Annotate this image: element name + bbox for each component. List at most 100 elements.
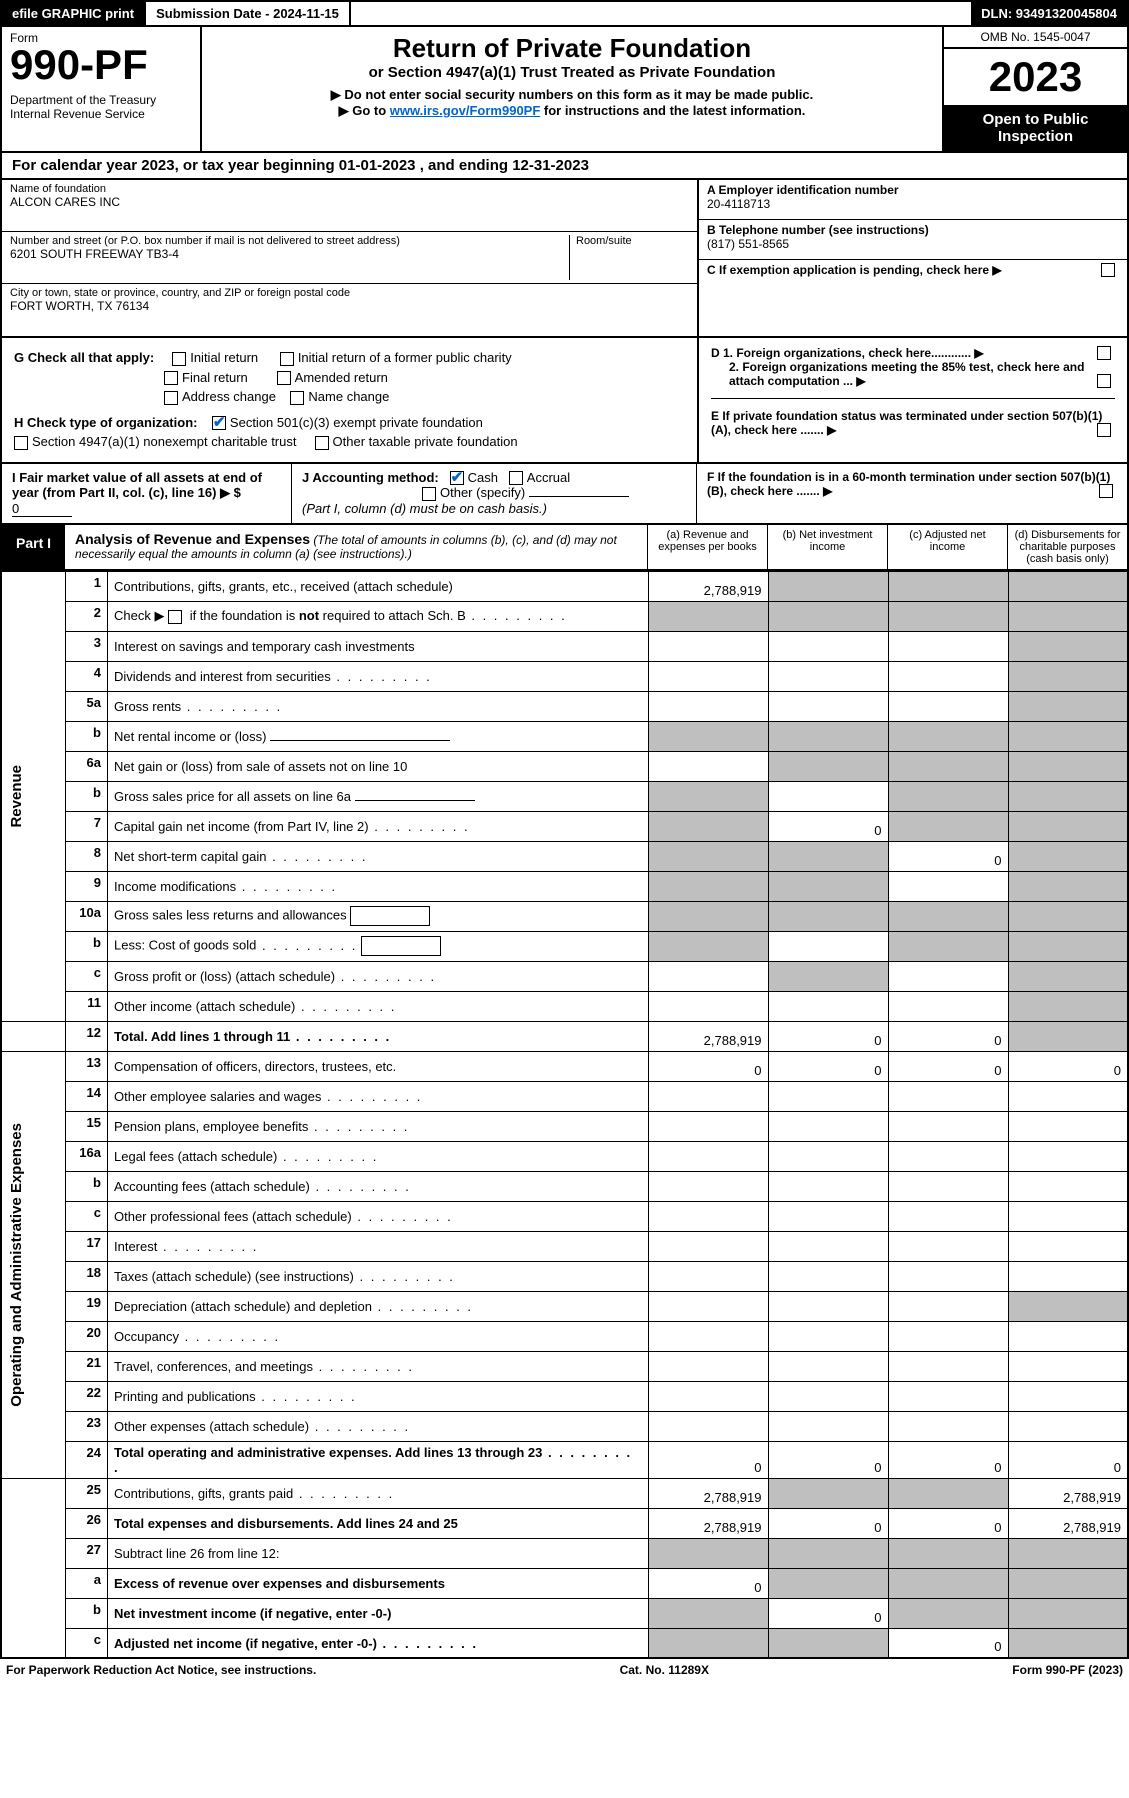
row-14: 14Other employee salaries and wages bbox=[1, 1081, 1128, 1111]
header-left: Form 990-PF Department of the Treasury I… bbox=[2, 27, 202, 151]
form-header: Form 990-PF Department of the Treasury I… bbox=[0, 27, 1129, 153]
cb-initial[interactable] bbox=[172, 352, 186, 366]
row-16b: bAccounting fees (attach schedule) bbox=[1, 1171, 1128, 1201]
row-7: 7Capital gain net income (from Part IV, … bbox=[1, 811, 1128, 841]
cb-sch-b[interactable] bbox=[168, 610, 182, 624]
cb-e[interactable] bbox=[1097, 423, 1111, 437]
irs-link[interactable]: www.irs.gov/Form990PF bbox=[390, 103, 541, 118]
irs: Internal Revenue Service bbox=[10, 107, 192, 121]
pending-checkbox[interactable] bbox=[1101, 263, 1115, 277]
row-4: 4Dividends and interest from securities bbox=[1, 661, 1128, 691]
checks-left: G Check all that apply: Initial return I… bbox=[2, 338, 697, 462]
submission-date: Submission Date - 2024-11-15 bbox=[146, 2, 351, 25]
row-26: 26Total expenses and disbursements. Add … bbox=[1, 1508, 1128, 1538]
ein-cell: A Employer identification number 20-4118… bbox=[699, 180, 1127, 220]
topbar-spacer bbox=[351, 2, 971, 25]
foundation-name: ALCON CARES INC bbox=[10, 195, 689, 209]
row-23: 23Other expenses (attach schedule) bbox=[1, 1411, 1128, 1441]
info-right: A Employer identification number 20-4118… bbox=[697, 180, 1127, 336]
info-block: Name of foundation ALCON CARES INC Numbe… bbox=[0, 180, 1129, 338]
page-footer: For Paperwork Reduction Act Notice, see … bbox=[0, 1659, 1129, 1681]
cb-501c3[interactable] bbox=[212, 416, 226, 430]
footer-mid: Cat. No. 11289X bbox=[620, 1663, 709, 1677]
part1-label: Part I bbox=[2, 525, 65, 569]
tax-year: 2023 bbox=[944, 49, 1127, 105]
form-title: Return of Private Foundation bbox=[212, 33, 932, 64]
form-number: 990-PF bbox=[10, 41, 192, 89]
part1-desc: Analysis of Revenue and Expenses (The to… bbox=[65, 525, 647, 569]
row-11: 11Other income (attach schedule) bbox=[1, 991, 1128, 1021]
row-16a: 16aLegal fees (attach schedule) bbox=[1, 1141, 1128, 1171]
cb-name-change[interactable] bbox=[290, 391, 304, 405]
omb-number: OMB No. 1545-0047 bbox=[944, 27, 1127, 49]
part1-table: Revenue 1Contributions, gifts, grants, e… bbox=[0, 571, 1129, 1660]
row-6b: bGross sales price for all assets on lin… bbox=[1, 781, 1128, 811]
e-section: E If private foundation status was termi… bbox=[711, 409, 1115, 437]
form-subtitle: or Section 4947(a)(1) Trust Treated as P… bbox=[212, 64, 932, 81]
cb-d1[interactable] bbox=[1097, 346, 1111, 360]
efile-badge: efile GRAPHIC print bbox=[2, 2, 146, 25]
city-cell: City or town, state or province, country… bbox=[2, 284, 697, 336]
row-1: Revenue 1Contributions, gifts, grants, e… bbox=[1, 571, 1128, 601]
h-row: H Check type of organization: Section 50… bbox=[14, 415, 685, 431]
row-18: 18Taxes (attach schedule) (see instructi… bbox=[1, 1261, 1128, 1291]
row-10b: bLess: Cost of goods sold bbox=[1, 931, 1128, 961]
telephone-cell: B Telephone number (see instructions) (8… bbox=[699, 220, 1127, 260]
dln: DLN: 93491320045804 bbox=[971, 2, 1127, 25]
cb-f[interactable] bbox=[1099, 484, 1113, 498]
cb-final[interactable] bbox=[164, 371, 178, 385]
city-state-zip: FORT WORTH, TX 76134 bbox=[10, 299, 689, 313]
row-10c: cGross profit or (loss) (attach schedule… bbox=[1, 961, 1128, 991]
row-16c: cOther professional fees (attach schedul… bbox=[1, 1201, 1128, 1231]
row-8: 8Net short-term capital gain 0 bbox=[1, 841, 1128, 871]
row-24: 24Total operating and administrative exp… bbox=[1, 1441, 1128, 1478]
row-27a: aExcess of revenue over expenses and dis… bbox=[1, 1568, 1128, 1598]
foundation-name-cell: Name of foundation ALCON CARES INC bbox=[2, 180, 697, 232]
row-3: 3Interest on savings and temporary cash … bbox=[1, 631, 1128, 661]
row-17: 17Interest bbox=[1, 1231, 1128, 1261]
row-25: 25Contributions, gifts, grants paid 2,78… bbox=[1, 1478, 1128, 1508]
row-27b: bNet investment income (if negative, ent… bbox=[1, 1598, 1128, 1628]
dept: Department of the Treasury bbox=[10, 93, 192, 107]
g-row: G Check all that apply: Initial return I… bbox=[14, 350, 685, 366]
row-15: 15Pension plans, employee benefits bbox=[1, 1111, 1128, 1141]
row-12: 12Total. Add lines 1 through 11 2,788,91… bbox=[1, 1021, 1128, 1051]
row-6a: 6aNet gain or (loss) from sale of assets… bbox=[1, 751, 1128, 781]
row-20: 20Occupancy bbox=[1, 1321, 1128, 1351]
row-5a: 5aGross rents bbox=[1, 691, 1128, 721]
instr-1: ▶ Do not enter social security numbers o… bbox=[212, 87, 932, 103]
cb-other-tax[interactable] bbox=[315, 436, 329, 450]
checks-right: D 1. Foreign organizations, check here..… bbox=[697, 338, 1127, 462]
cb-cash[interactable] bbox=[450, 471, 464, 485]
row-2: 2Check ▶ if the foundation is not requir… bbox=[1, 601, 1128, 631]
instr-2: ▶ Go to www.irs.gov/Form990PF for instru… bbox=[212, 103, 932, 119]
topbar: efile GRAPHIC print Submission Date - 20… bbox=[0, 0, 1129, 27]
row-22: 22Printing and publications bbox=[1, 1381, 1128, 1411]
row-27c: cAdjusted net income (if negative, enter… bbox=[1, 1628, 1128, 1658]
side-revenue: Revenue bbox=[8, 765, 25, 828]
cb-accrual[interactable] bbox=[509, 471, 523, 485]
col-a-head: (a) Revenue and expenses per books bbox=[647, 525, 767, 569]
cb-addr-change[interactable] bbox=[164, 391, 178, 405]
cb-d2[interactable] bbox=[1097, 374, 1111, 388]
row-19: 19Depreciation (attach schedule) and dep… bbox=[1, 1291, 1128, 1321]
telephone: (817) 551-8565 bbox=[707, 237, 1119, 251]
cb-amended[interactable] bbox=[277, 371, 291, 385]
side-expenses: Operating and Administrative Expenses bbox=[8, 1123, 25, 1407]
d-section: D 1. Foreign organizations, check here..… bbox=[711, 346, 1115, 399]
cb-other-method[interactable] bbox=[422, 487, 436, 501]
row-21: 21Travel, conferences, and meetings bbox=[1, 1351, 1128, 1381]
pending-cell: C If exemption application is pending, c… bbox=[699, 260, 1127, 300]
info-left: Name of foundation ALCON CARES INC Numbe… bbox=[2, 180, 697, 336]
calendar-year: For calendar year 2023, or tax year begi… bbox=[0, 153, 1129, 180]
fmv-value: 0 bbox=[12, 501, 72, 517]
j-cell: J Accounting method: Cash Accrual Other … bbox=[292, 464, 697, 523]
checks-block: G Check all that apply: Initial return I… bbox=[0, 338, 1129, 464]
cb-initial-former[interactable] bbox=[280, 352, 294, 366]
f-cell: F If the foundation is in a 60-month ter… bbox=[697, 464, 1127, 523]
ein: 20-4118713 bbox=[707, 197, 1119, 211]
footer-right: Form 990-PF (2023) bbox=[1012, 1663, 1123, 1677]
footer-left: For Paperwork Reduction Act Notice, see … bbox=[6, 1663, 316, 1677]
part1-header: Part I Analysis of Revenue and Expenses … bbox=[0, 525, 1129, 571]
cb-4947[interactable] bbox=[14, 436, 28, 450]
